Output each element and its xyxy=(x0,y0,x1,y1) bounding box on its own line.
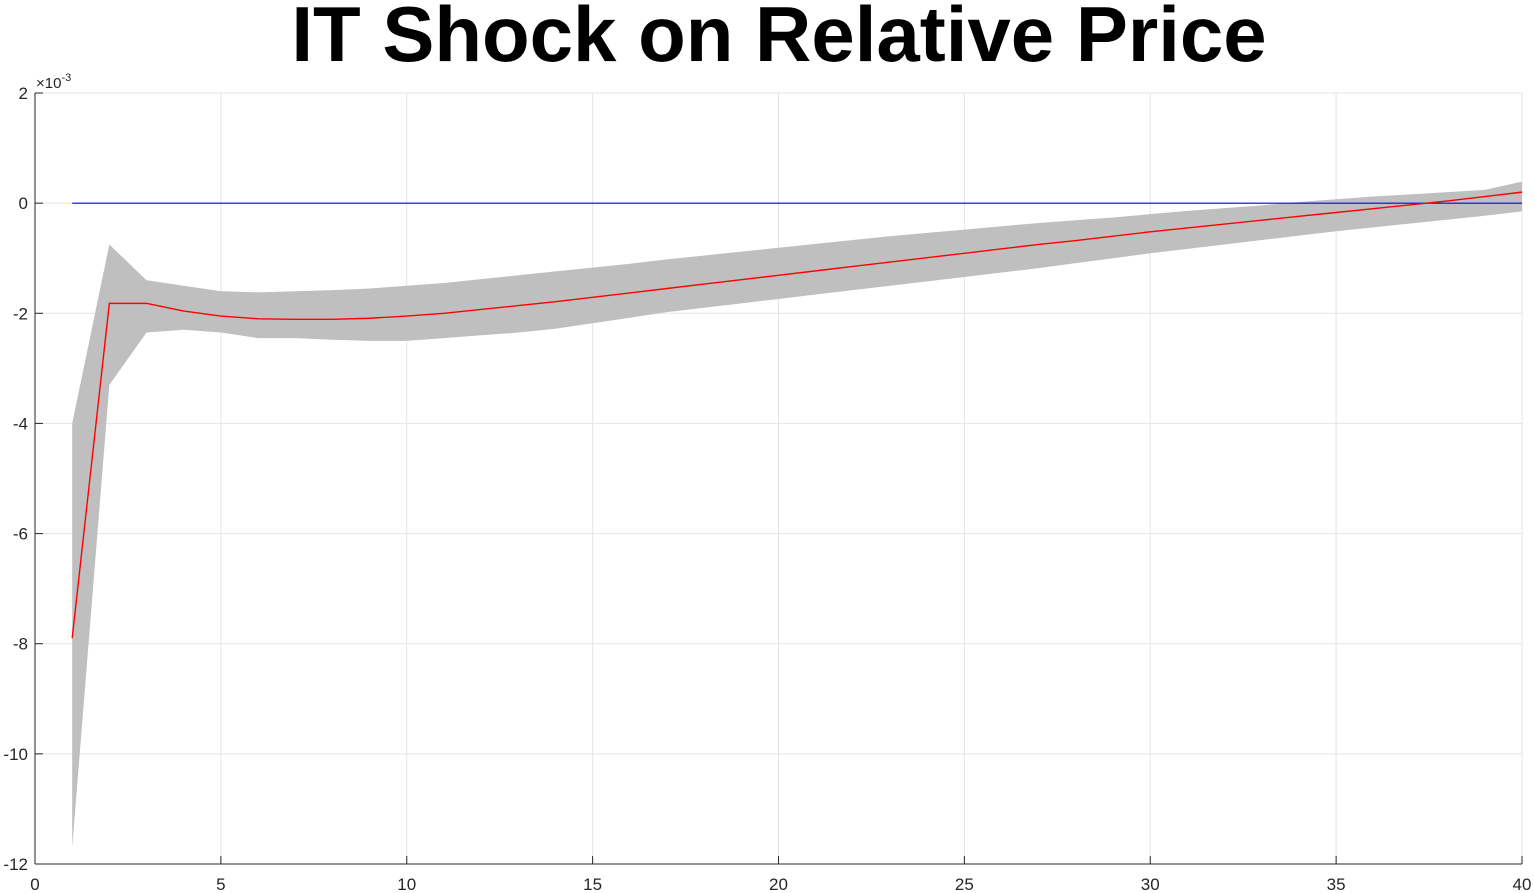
x-tick-label: 40 xyxy=(1513,875,1532,893)
x-tick-label: 5 xyxy=(216,875,225,893)
x-tick-labels: 0 5 10 15 20 25 30 35 40 xyxy=(30,875,1531,893)
x-tick-label: 25 xyxy=(955,875,974,893)
response-line xyxy=(71,191,1523,639)
y-tick-label: -8 xyxy=(13,635,28,654)
x-tick-label: 15 xyxy=(583,875,602,893)
series-lines xyxy=(71,191,1523,639)
chart-title: IT Shock on Relative Price xyxy=(291,0,1267,78)
confidence-band-area xyxy=(72,181,1522,848)
y-tick-label: -10 xyxy=(3,745,28,764)
y-tick-label: -4 xyxy=(13,414,28,433)
x-tick-label: 20 xyxy=(769,875,788,893)
x-tick-label: 35 xyxy=(1327,875,1346,893)
y-tick-label: -6 xyxy=(13,525,28,544)
confidence-band xyxy=(72,181,1522,848)
y-tick-label: 0 xyxy=(19,194,28,213)
axes xyxy=(34,92,1523,865)
y-tick-label: 2 xyxy=(19,84,28,103)
x-tick-label: 30 xyxy=(1141,875,1160,893)
x-tick-label: 10 xyxy=(397,875,416,893)
y-tick-label: -12 xyxy=(3,855,28,874)
y-tick-labels: 2 0 -2 -4 -6 -8 -10 -12 xyxy=(3,84,28,874)
y-tick-label: -2 xyxy=(13,304,28,323)
x-tick-label: 0 xyxy=(30,875,39,893)
y-exponent-label: ×10-3 xyxy=(36,72,71,92)
